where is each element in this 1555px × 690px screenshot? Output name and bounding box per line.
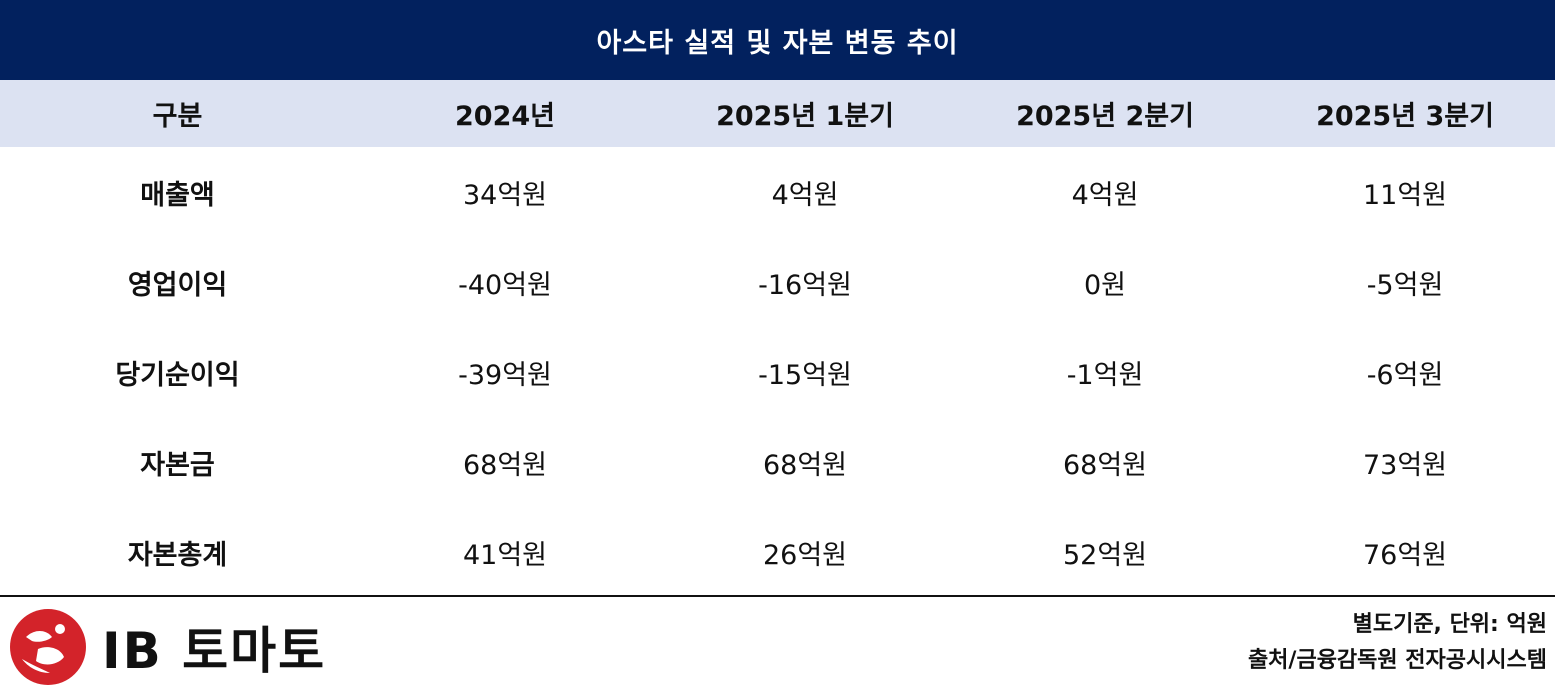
footer-divider <box>0 595 1555 597</box>
table-cell: 4억원 <box>1071 179 1139 211</box>
footer-notes: 별도기준, 단위: 억원 출처/금융감독원 전자공시시스템 <box>1248 607 1547 679</box>
table-cell: 76억원 <box>1362 539 1448 571</box>
row-label: 영업이익 <box>127 269 228 301</box>
table-row-net-income: 당기순이익 -39억원 -15억원 -1억원 -6억원 <box>0 327 1555 417</box>
table-header-row: 구분 2024년 2025년 1분기 2025년 2분기 2025년 3분기 <box>0 80 1555 147</box>
table-row-operating-profit: 영업이익 -40억원 -16억원 0원 -5억원 <box>0 237 1555 327</box>
column-header-category: 구분 <box>152 101 203 132</box>
table-row-total-equity: 자본총계 41억원 26억원 52억원 76억원 <box>0 507 1555 597</box>
row-label: 자본총계 <box>127 539 228 571</box>
table-cell: 41억원 <box>462 539 548 571</box>
tomato-logo-icon <box>10 609 86 685</box>
unit-note: 별도기준, 단위: 억원 <box>1352 612 1547 637</box>
table-cell: 73억원 <box>1362 449 1448 481</box>
table-cell: -16억원 <box>758 269 852 301</box>
table-row-capital-stock: 자본금 68억원 68억원 68억원 73억원 <box>0 417 1555 507</box>
column-header-2025-q2: 2025년 2분기 <box>1016 101 1194 132</box>
table-cell: -39억원 <box>458 359 552 391</box>
table-cell: -6억원 <box>1366 359 1444 391</box>
logo-text: IB 토마토 <box>102 622 327 680</box>
table-cell: -1억원 <box>1066 359 1144 391</box>
row-label: 당기순이익 <box>115 359 240 391</box>
table-cell: -40억원 <box>458 269 552 301</box>
table-title: 아스타 실적 및 자본 변동 추이 <box>0 0 1555 80</box>
source-note: 출처/금융감독원 전자공시시스템 <box>1247 648 1547 673</box>
column-header-2025-q1: 2025년 1분기 <box>716 101 894 132</box>
table-cell: 68억원 <box>462 449 548 481</box>
table-cell: 68억원 <box>762 449 848 481</box>
column-header-2024: 2024년 <box>455 101 555 132</box>
table-cell: 4억원 <box>771 179 839 211</box>
table-cell: 68억원 <box>1062 449 1148 481</box>
row-label: 자본금 <box>140 449 215 481</box>
table-cell: 0원 <box>1083 269 1127 301</box>
table-row-revenue: 매출액 34억원 4억원 4억원 11억원 <box>0 147 1555 237</box>
table-cell: -5억원 <box>1366 269 1444 301</box>
table-cell: 52억원 <box>1062 539 1148 571</box>
table-cell: -15억원 <box>758 359 852 391</box>
table-cell: 26억원 <box>762 539 848 571</box>
table-body: 매출액 34억원 4억원 4억원 11억원 영업이익 -40억원 -16억원 0… <box>0 147 1555 597</box>
table-cell: 11억원 <box>1362 179 1448 211</box>
ib-tomato-logo: IB 토마토 <box>8 607 326 687</box>
table-cell: 34억원 <box>462 179 548 211</box>
row-label: 매출액 <box>140 179 215 211</box>
column-header-2025-q3: 2025년 3분기 <box>1316 101 1494 132</box>
